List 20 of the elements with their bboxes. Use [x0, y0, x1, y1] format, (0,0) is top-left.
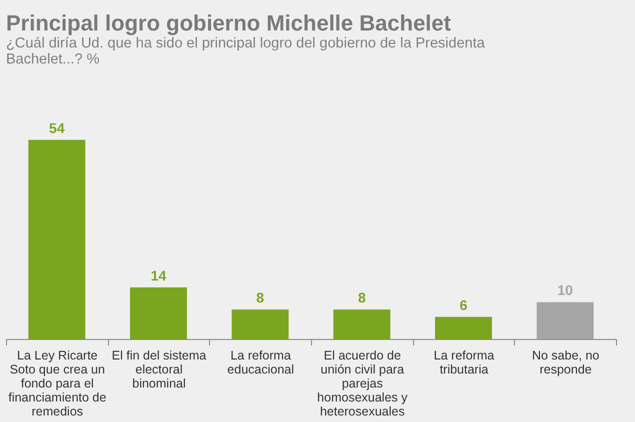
data-label: 14	[150, 267, 166, 284]
x-tick-label: El fin del sistema electoral binominal	[112, 348, 206, 390]
bar	[28, 140, 86, 339]
bar	[435, 316, 492, 339]
bar	[333, 310, 390, 339]
data-label: 8	[256, 290, 264, 306]
bar	[130, 287, 187, 339]
x-tick-label: La reforma tributaria	[434, 348, 494, 376]
bar	[536, 302, 594, 339]
data-label: 54	[49, 120, 65, 136]
x-tick-label: La reforma educacional	[227, 348, 294, 376]
chart-subtitle: ¿Cuál diría Ud. que ha sido el principal logro del gobierno de la Presidenta Bachelet...? %	[6, 35, 486, 68]
x-tick-label: El acuerdo de unión civil para parejas homosexuales y heterosexuales	[317, 348, 408, 418]
data-label: 6	[460, 296, 468, 313]
x-tick-label: No sabe, no responde	[532, 348, 600, 376]
data-label: 10	[557, 282, 574, 298]
bar	[232, 310, 289, 339]
x-tick-label: La Ley Ricarte Soto que crea un fondo para el financiamiento de remedios	[8, 348, 106, 418]
data-label: 8	[358, 290, 366, 306]
chart-title: Principal logro gobierno Michelle Bachelet	[6, 10, 452, 36]
